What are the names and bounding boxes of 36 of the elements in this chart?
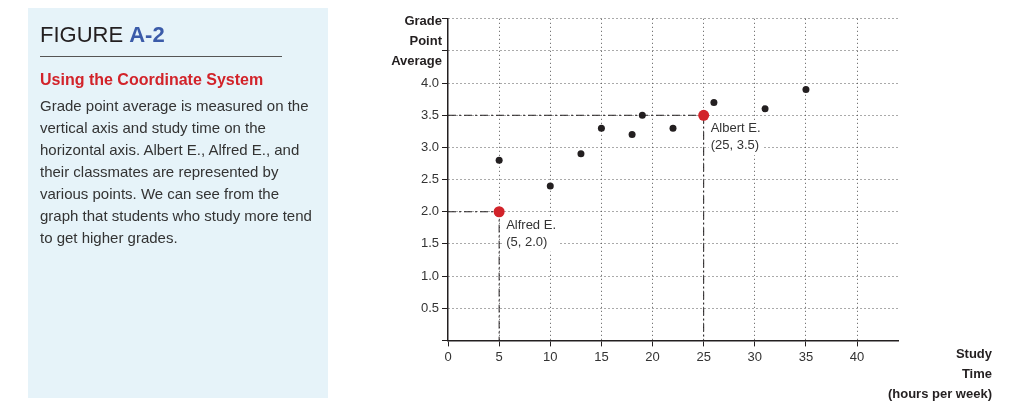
- y-tick-label: 1.5: [420, 235, 439, 251]
- point: [493, 206, 505, 218]
- y-axis-title: Grade Point Average: [391, 12, 443, 68]
- point: [761, 105, 769, 113]
- point: [669, 124, 677, 132]
- annotation: Alfred E. (5, 2.0): [506, 216, 556, 249]
- point: [546, 182, 554, 190]
- y-tick-label: 3.5: [420, 106, 439, 122]
- point: [577, 150, 585, 158]
- x-tick-label: 0: [444, 348, 452, 364]
- point: [628, 131, 636, 139]
- x-tick-label: 35: [798, 348, 814, 364]
- y-tick-label: 4.0: [420, 74, 439, 90]
- x-tick-label: 40: [849, 348, 865, 364]
- text: Using the Coordinate System: [40, 71, 265, 89]
- y-tick-label: 2.5: [420, 171, 439, 187]
- point: [710, 98, 718, 106]
- point: [597, 124, 605, 132]
- annotation: Albert E. (25, 3.5): [710, 120, 761, 153]
- x-tick-label: 15: [594, 348, 609, 364]
- point: [802, 86, 810, 94]
- x-tick-label: 30: [747, 348, 763, 364]
- point: [495, 156, 503, 164]
- y-tick-label: 1.0: [420, 267, 439, 283]
- text: Grade point average is measured on the vertical axis and study time on the horizontal axis. Albert E., Alfred E., and their classmates are represented by various points. We can see from the graph that students who study more tend to get higher grades.: [40, 96, 313, 248]
- x-tick-label: 10: [543, 348, 558, 364]
- point: [698, 109, 710, 121]
- point: [638, 111, 646, 119]
- x-axis-title: Study Time (hours per week): [887, 346, 993, 402]
- x-tick-label: 20: [645, 348, 660, 364]
- y-tick-label: 0.5: [420, 299, 439, 315]
- y-tick-label: 2.0: [420, 203, 439, 219]
- x-tick-label: 25: [696, 348, 711, 364]
- y-tick-label: 3.0: [420, 139, 439, 155]
- text: FIGURE A-2: [40, 22, 165, 47]
- x-tick-label: 5: [495, 348, 503, 364]
